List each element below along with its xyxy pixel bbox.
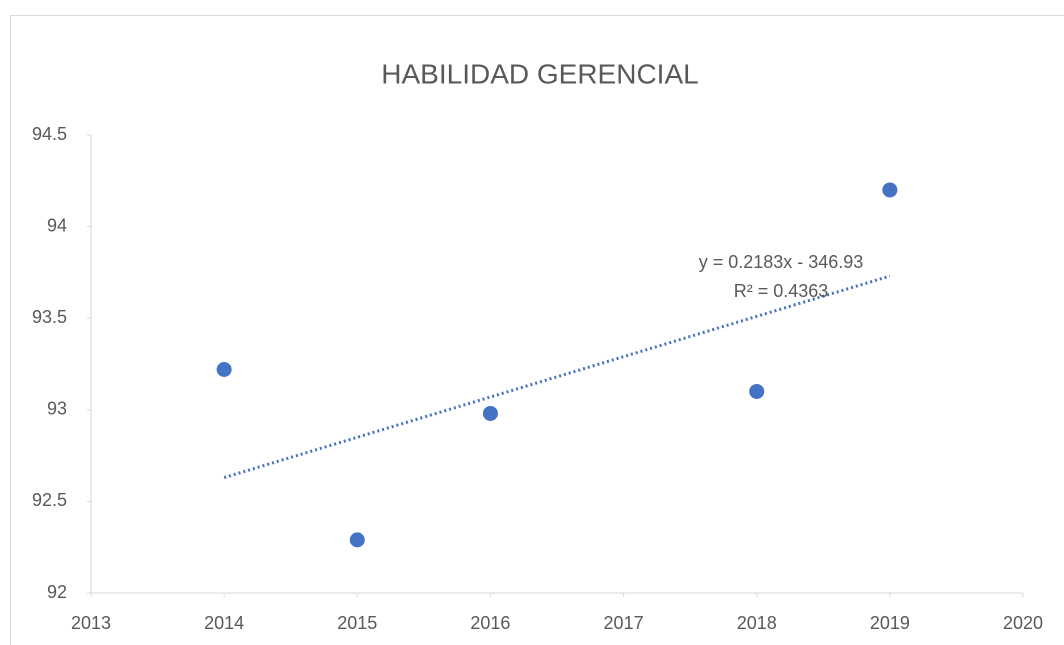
chart-title: HABILIDAD GERENCIAL — [381, 58, 698, 89]
x-tick-label: 2017 — [604, 613, 644, 633]
y-tick-label: 93.5 — [32, 307, 67, 327]
x-tick-label: 2019 — [870, 613, 910, 633]
x-tick-label: 2016 — [470, 613, 510, 633]
trendline-label: y = 0.2183x - 346.93 — [699, 252, 864, 272]
x-tick-label: 2018 — [737, 613, 777, 633]
point — [882, 182, 898, 198]
point — [749, 383, 765, 399]
y-tick-label: 94.5 — [32, 124, 67, 144]
x-tick-label: 2013 — [71, 613, 111, 633]
trendline — [223, 274, 891, 480]
chart-frame — [10, 15, 1064, 645]
x-tick-label: 2014 — [204, 613, 244, 633]
trendline-label: R² = 0.4363 — [734, 281, 829, 301]
y-tick-label: 93 — [47, 399, 67, 419]
y-tick-label: 92.5 — [32, 490, 67, 510]
point — [349, 532, 365, 548]
y-tick-label: 92 — [47, 582, 67, 602]
y-tick-label: 94 — [47, 215, 67, 235]
x-tick-label: 2020 — [1003, 613, 1043, 633]
point — [482, 405, 498, 421]
x-tick-label: 2015 — [337, 613, 377, 633]
point — [216, 361, 232, 377]
